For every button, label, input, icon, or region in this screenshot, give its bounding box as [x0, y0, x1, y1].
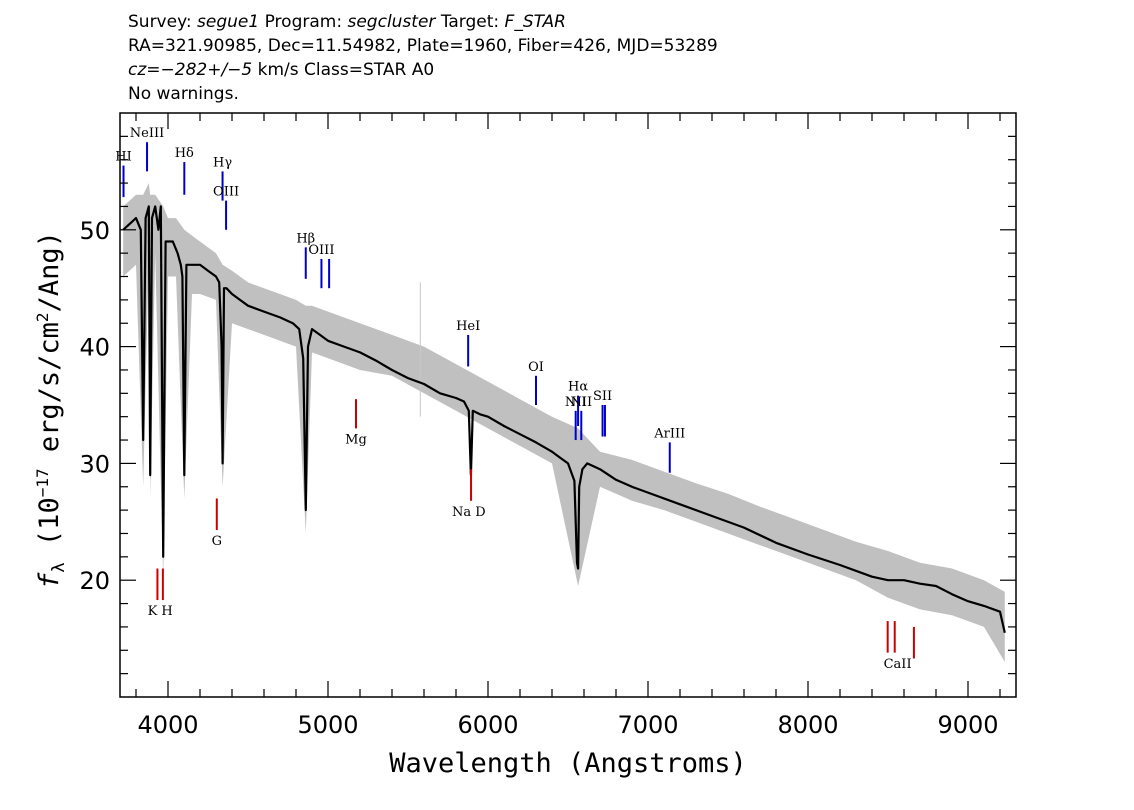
x-tick-label: 9000	[937, 711, 998, 739]
cz-label: cz=	[128, 60, 161, 80]
flux-layer	[122, 205, 1006, 634]
emission-line-label: HI	[115, 150, 131, 165]
header-line-survey: Survey: segue1 Program: segcluster Targe…	[128, 10, 718, 34]
y-axis-mid: erg/s/cm	[34, 322, 65, 468]
emission-line-label: ArIII	[653, 426, 685, 441]
emission-line-label: Hβ	[296, 231, 315, 246]
plot-frame	[119, 112, 1017, 698]
emission-line-label: OIII	[308, 243, 334, 258]
absorption-line-label: Mg	[345, 432, 367, 447]
emission-line-label: NII	[570, 395, 592, 410]
y-axis-exp2: 2	[33, 312, 52, 322]
target-value: F_STAR	[504, 12, 566, 32]
emission-line-label: NeIII	[130, 126, 164, 141]
absorption-group-label: K H	[148, 604, 173, 619]
x-tick-label: 5000	[297, 711, 358, 739]
absorption-group-label: CaII	[884, 657, 912, 672]
y-tick-label: 30	[79, 450, 110, 478]
y-tick-label: 40	[79, 334, 110, 362]
x-tick-label: 7000	[617, 711, 678, 739]
header-line-warnings: No warnings.	[128, 84, 239, 104]
emission-line-label: Hγ	[213, 155, 232, 170]
survey-value: segue1	[197, 12, 260, 32]
y-axis-symbol-sub: λ	[49, 562, 69, 572]
x-tick-label: 4000	[137, 711, 198, 739]
absorption-line-label: G	[212, 534, 222, 549]
y-tick-label: 20	[79, 567, 110, 595]
x-axis-title: Wavelength (Angstroms)	[389, 748, 747, 779]
y-axis-pre: (10	[34, 497, 65, 562]
program-value: segcluster	[347, 12, 436, 32]
cz-value: −282+/−5	[160, 60, 253, 80]
emission-line-label: OIII	[213, 185, 239, 200]
emission-line-label: Hα	[568, 380, 588, 395]
y-axis-exp1: −17	[33, 468, 52, 497]
y-axis-title: fλ (10−17 erg/s/cm2/Ang)	[33, 231, 69, 589]
y-axis-post: /Ang)	[34, 231, 65, 312]
error-band	[123, 183, 1005, 662]
axes-layer: 4000 5000 6000 7000 8000 9000 20 30 40 50	[79, 112, 1017, 739]
y-tick-label: 50	[79, 217, 110, 245]
program-label: Program:	[264, 12, 343, 32]
absorption-group-label: Na D	[452, 505, 486, 520]
spectrum-header: Survey: segue1 Program: segcluster Targe…	[128, 10, 718, 106]
emission-line-label: OI	[528, 360, 544, 375]
emission-line-label: SII	[593, 389, 612, 404]
y-axis-symbol: f	[34, 572, 65, 589]
cz-unit-class: km/s Class=STAR A0	[252, 60, 435, 80]
error-band-layer	[123, 183, 1005, 662]
survey-label: Survey:	[128, 12, 192, 32]
x-tick-label: 6000	[457, 711, 518, 739]
target-label: Target:	[440, 12, 500, 32]
emission-line-label: Hδ	[175, 146, 194, 161]
emission-line-label: HeI	[456, 319, 480, 334]
emission-line-label: NII	[565, 395, 587, 410]
flux-line	[122, 205, 1006, 634]
x-tick-label: 8000	[777, 711, 838, 739]
header-line-redshift: cz=−282+/−5 km/s Class=STAR A0	[128, 58, 718, 82]
header-line-coordinates: RA=321.90985, Dec=11.54982, Plate=1960, …	[128, 36, 718, 56]
